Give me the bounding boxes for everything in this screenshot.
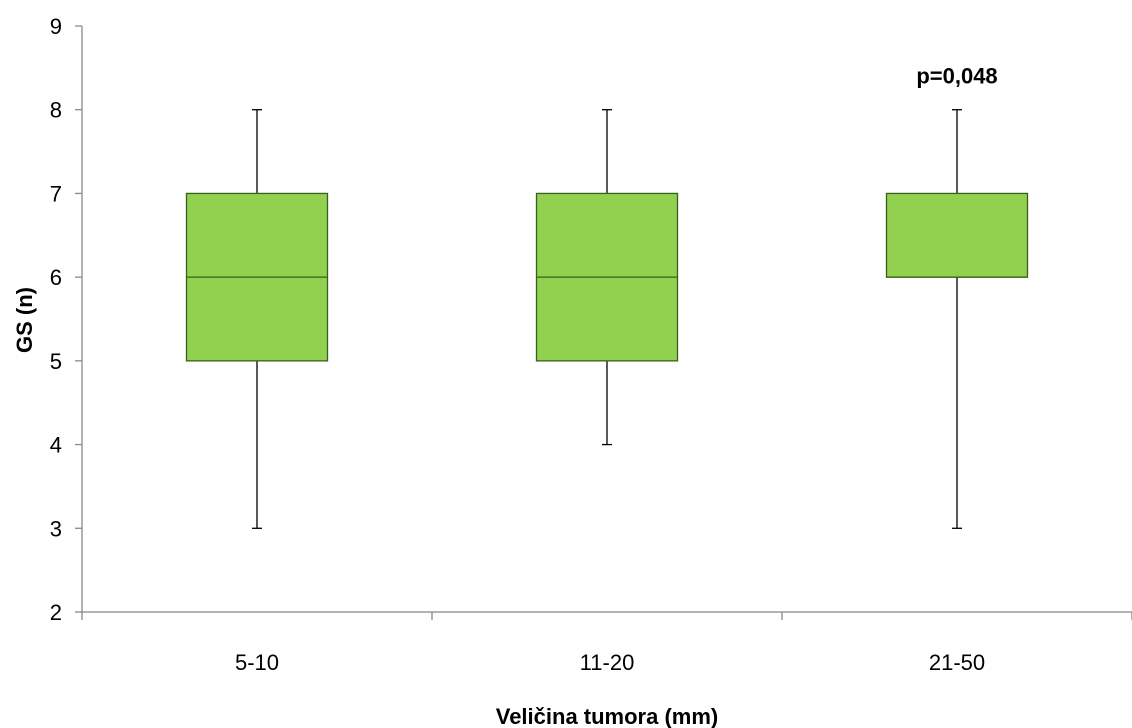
x-axis-title: Veličina tumora (mm): [496, 704, 719, 728]
x-tick-label: 11-20: [580, 650, 635, 675]
boxes: [185, 109, 1029, 529]
box-11-20: [535, 109, 679, 446]
box-5-10: [185, 109, 329, 529]
y-tick-label: 6: [50, 265, 62, 290]
y-tick-label: 9: [50, 14, 62, 39]
annotations: p=0,048: [916, 64, 997, 89]
y-tick-label: 7: [50, 181, 62, 206]
p-value-annotation: p=0,048: [916, 64, 997, 89]
y-tick-label: 2: [50, 600, 62, 625]
y-tick-label: 5: [50, 349, 62, 374]
y-axis: 2 3 4 5 6 7 8 9: [50, 14, 83, 625]
x-axis: 5-10 11-20 21-50: [81, 611, 1132, 675]
y-tick-label: 8: [50, 98, 62, 123]
y-tick-label: 4: [50, 433, 62, 458]
box-21-50: [885, 109, 1029, 529]
y-axis-title: GS (n): [12, 287, 37, 353]
y-tick-label: 3: [50, 516, 62, 541]
x-tick-label: 5-10: [235, 650, 279, 675]
x-tick-label: 21-50: [929, 650, 985, 675]
iqr-box: [885, 192, 1029, 278]
